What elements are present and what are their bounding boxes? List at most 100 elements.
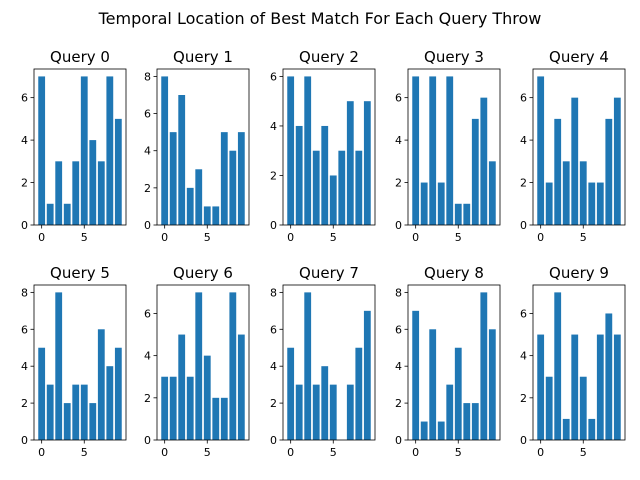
subplot-title: Query 3 [424,48,484,66]
subplot-title: Query 4 [549,48,609,66]
x-tick-label: 5 [204,231,211,244]
x-tick-label: 0 [287,231,294,244]
y-tick-label: 0 [395,219,402,232]
bar [195,169,203,225]
axes-frame [282,284,376,441]
bar [169,376,177,440]
bar [106,366,114,440]
bar [237,334,245,440]
bar [346,384,354,440]
bar [63,403,71,440]
bar [89,403,97,440]
bar [55,161,63,225]
bar [220,397,228,440]
y-tick-label: 4 [520,134,527,147]
axes-frame [407,284,501,441]
bar [237,132,245,225]
bar [72,384,80,440]
y-tick-label: 4 [395,360,402,373]
x-tick-label: 0 [161,446,168,459]
bar [420,182,428,225]
bar [454,203,462,225]
y-tick-label: 0 [21,219,28,232]
x-tick-label: 0 [38,446,45,459]
bar [613,334,621,440]
bar [295,384,303,440]
bar [537,334,545,440]
bar [613,97,621,225]
y-tick-label: 2 [395,397,402,410]
bar [338,150,346,225]
y-tick-label: 4 [21,134,28,147]
axes-frame [33,284,127,441]
bar [545,376,553,440]
bar [579,376,587,440]
y-tick-label: 6 [395,323,402,336]
bar [480,97,488,225]
bar [346,101,354,225]
subplot-title: Query 6 [173,264,233,282]
y-tick-label: 0 [21,434,28,447]
bar [212,206,220,225]
bar [161,76,169,225]
x-tick-label: 0 [537,231,544,244]
bar [106,76,114,225]
bar [312,384,320,440]
bar [480,292,488,440]
bar [212,397,220,440]
bar [321,366,329,440]
bar [605,313,613,440]
x-tick-label: 5 [81,446,88,459]
y-tick-label: 8 [395,286,402,299]
bar [97,161,105,225]
x-tick-label: 0 [412,446,419,459]
axes-frame [33,68,127,226]
x-tick-label: 5 [81,231,88,244]
bar [178,95,186,225]
subplot-title: Query 8 [424,264,484,282]
bar [588,418,596,440]
bar [588,182,596,225]
subplot-query-7: Query 7 0 2 4 6 8 0 5 [270,264,376,459]
bar [161,376,169,440]
bar [429,329,437,440]
subplot-title: Query 1 [173,48,233,66]
axes-frame [407,68,501,226]
bar [287,76,295,225]
bar [488,329,496,440]
axes-frame [532,284,626,441]
bar [203,355,211,440]
bar [596,182,604,225]
bar [38,347,46,440]
bar [169,132,177,225]
bar [229,292,237,440]
y-tick-label: 2 [21,397,28,410]
bar [89,140,97,225]
bar [363,310,371,440]
y-tick-label: 0 [270,434,277,447]
bar [38,76,46,225]
bar [454,347,462,440]
bar [579,161,587,225]
bar [80,76,88,225]
y-tick-label: 2 [395,177,402,190]
subplot-title: Query 5 [50,264,110,282]
bar [46,203,54,225]
bar [463,403,471,440]
bar [312,150,320,225]
bar [437,182,445,225]
bar [114,347,122,440]
bar [295,125,303,225]
bar [355,347,363,440]
subplot-title: Query 0 [50,48,110,66]
y-tick-label: 6 [144,307,151,320]
subplot-title: Query 7 [299,264,359,282]
subplot-query-8: Query 8 0 2 4 6 8 0 5 [395,264,501,459]
y-tick-label: 2 [144,182,151,195]
bar [471,118,479,225]
bar [463,203,471,225]
bar [554,292,562,440]
axes-frame [156,68,250,226]
y-tick-label: 2 [520,392,527,405]
x-tick-label: 0 [161,231,168,244]
